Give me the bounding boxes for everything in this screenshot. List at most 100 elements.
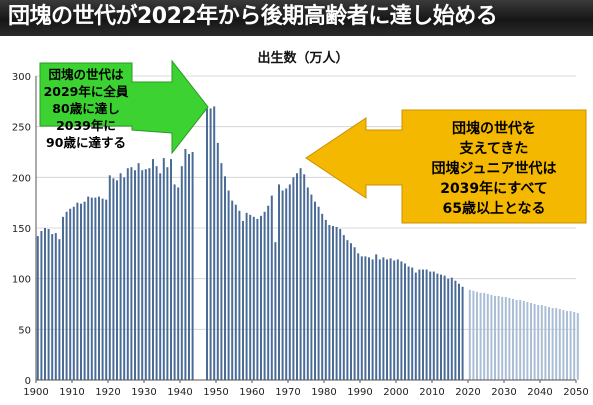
bar	[458, 283, 460, 380]
y-tick-label: 100	[12, 275, 31, 286]
green-callout-line: 80歳に達し	[52, 101, 119, 116]
bar	[375, 254, 378, 380]
bar	[335, 226, 338, 380]
y-tick-label: 50	[18, 325, 31, 336]
x-tick-label: 1960	[239, 387, 264, 398]
title-banner: 団塊の世代が2022年から後期高齢者に達し始める	[0, 0, 593, 36]
bar	[216, 142, 219, 380]
bar	[292, 177, 295, 380]
x-tick-label: 2030	[491, 387, 516, 398]
x-tick-label: 2020	[455, 387, 480, 398]
bar	[141, 170, 144, 380]
bar	[414, 272, 417, 380]
banner-title: 団塊の世代が2022年から後期高齢者に達し始める	[8, 4, 498, 29]
bar	[224, 176, 226, 380]
x-tick-label: 2050	[563, 387, 588, 398]
bar	[65, 211, 68, 380]
bar	[422, 269, 424, 380]
bar	[263, 211, 266, 380]
bar	[472, 290, 475, 380]
bar	[80, 203, 82, 380]
bar	[101, 198, 104, 380]
bar	[479, 292, 482, 380]
bar	[396, 259, 399, 380]
bar	[134, 170, 136, 380]
bars	[36, 106, 579, 381]
bar	[342, 235, 345, 380]
bar	[357, 253, 360, 380]
bar	[152, 159, 154, 380]
bar	[62, 216, 64, 380]
green-callout-line: 90歳に達する	[46, 135, 126, 150]
bar	[468, 289, 471, 380]
x-tick-label: 1950	[203, 387, 228, 398]
bar	[87, 196, 90, 380]
bar	[389, 258, 392, 380]
bar	[490, 294, 493, 380]
bar	[533, 304, 536, 380]
bar	[184, 148, 187, 380]
bar	[227, 190, 230, 380]
bar	[425, 269, 428, 380]
bar	[159, 173, 162, 380]
bar	[296, 173, 298, 380]
bar	[393, 260, 396, 380]
bar	[324, 219, 327, 380]
orange-callout-line: 2039年にすべて	[440, 180, 548, 197]
bar	[544, 306, 547, 380]
bar	[382, 257, 385, 380]
bar	[47, 229, 50, 380]
x-tick-label: 1990	[347, 387, 372, 398]
x-tick-label: 1980	[311, 387, 336, 398]
bar	[461, 286, 464, 380]
bar	[274, 242, 277, 380]
y-tick-label: 150	[12, 224, 31, 235]
bar	[303, 174, 306, 380]
bar	[116, 180, 118, 380]
bar	[238, 210, 241, 380]
bar	[317, 206, 320, 380]
bar	[548, 307, 550, 380]
bar	[148, 168, 151, 380]
x-tick-label: 1930	[131, 387, 156, 398]
bar	[339, 229, 342, 380]
bar	[364, 256, 367, 380]
bar	[166, 167, 169, 380]
bar	[476, 291, 478, 380]
bar	[454, 280, 457, 380]
bar	[252, 216, 255, 380]
bar	[501, 296, 504, 380]
bar	[555, 308, 558, 380]
bar	[558, 309, 561, 380]
bar	[486, 293, 489, 380]
bar	[310, 194, 313, 380]
bar	[540, 305, 543, 380]
bar	[162, 158, 165, 380]
bar	[576, 313, 579, 380]
bar	[519, 299, 522, 380]
bar	[353, 247, 356, 380]
bar	[508, 297, 511, 380]
bar	[234, 204, 237, 380]
bar	[130, 167, 133, 380]
bar	[155, 166, 158, 380]
bar	[288, 184, 291, 380]
bar	[58, 239, 61, 380]
bar	[494, 295, 496, 380]
bar	[497, 295, 500, 380]
bar	[108, 175, 111, 380]
bar	[432, 271, 435, 380]
bar	[72, 206, 75, 380]
bar	[180, 166, 183, 380]
bar	[429, 271, 432, 380]
bar	[328, 224, 331, 380]
bar	[119, 173, 122, 380]
orange-callout-line: 団塊ジュニア世代は	[431, 160, 556, 177]
bar	[407, 266, 410, 380]
bar	[515, 299, 518, 380]
bar	[83, 201, 86, 380]
y-tick-label: 0	[25, 376, 31, 387]
bar	[281, 190, 284, 380]
bar	[512, 298, 514, 380]
